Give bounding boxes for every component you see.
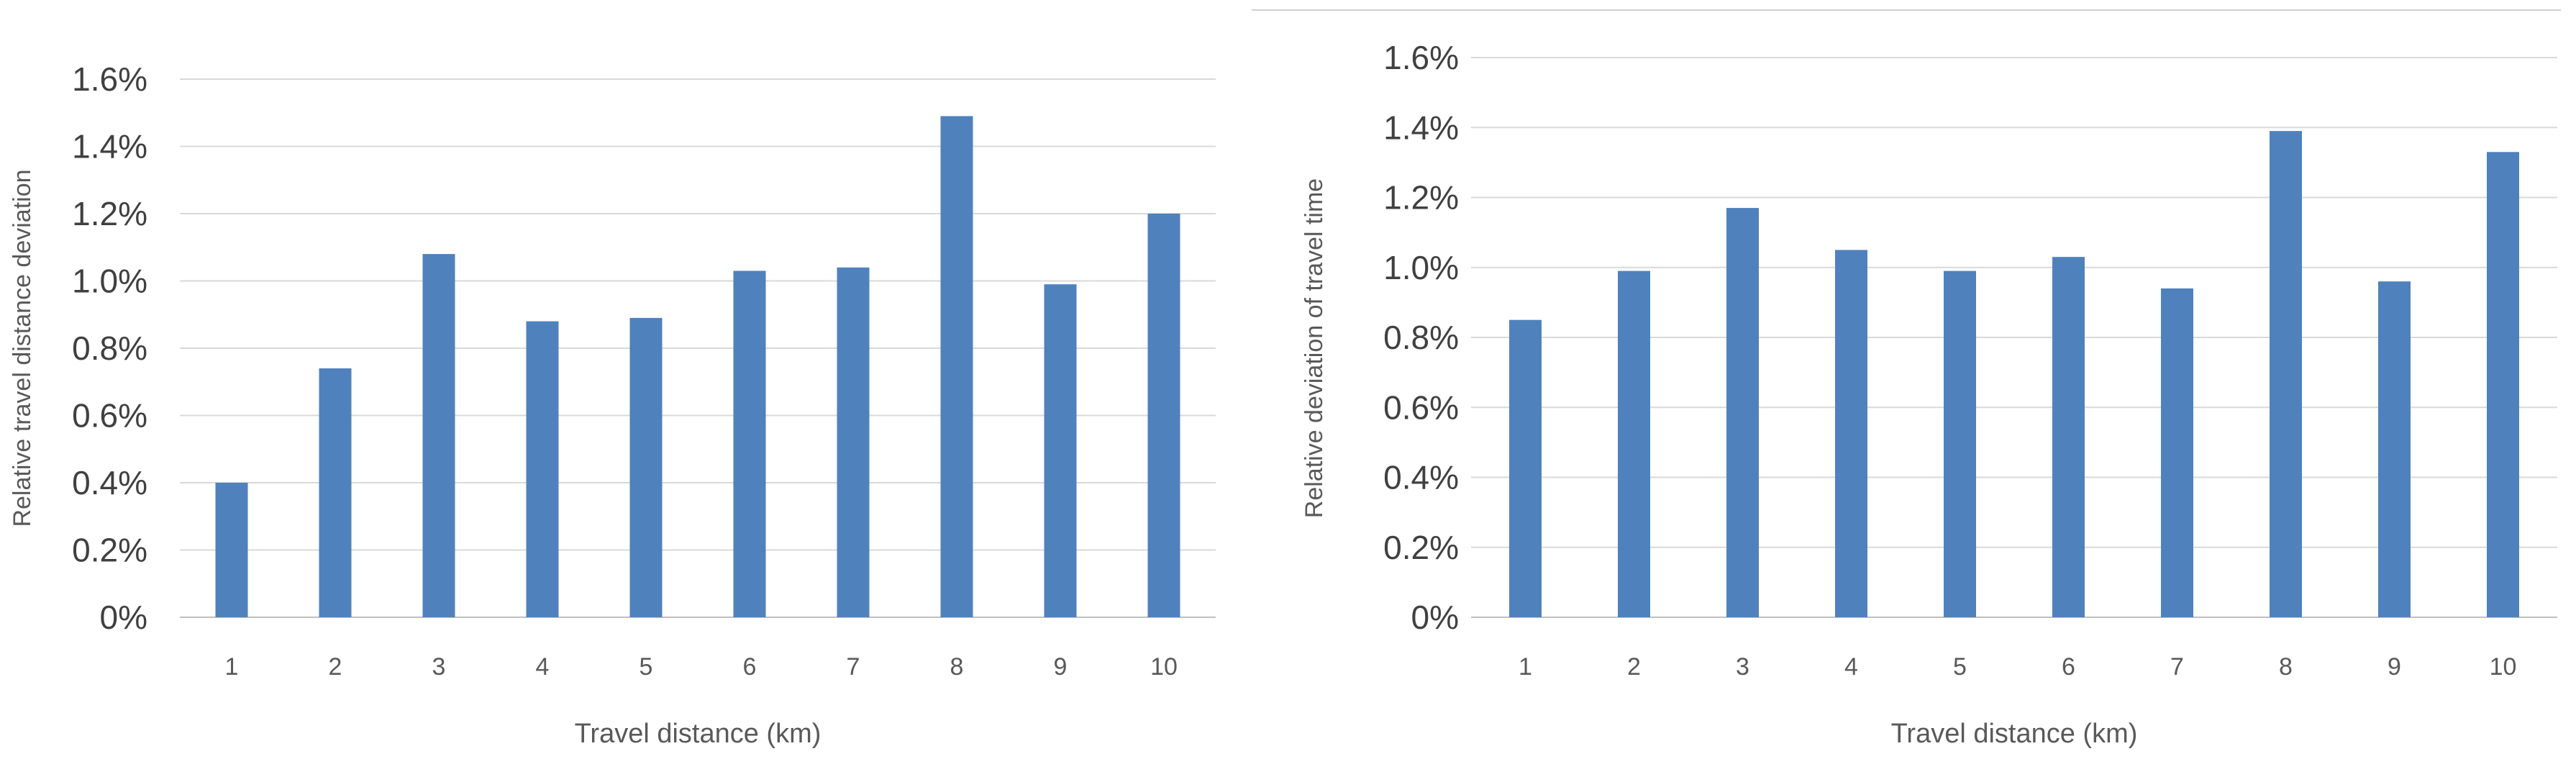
bar [1618, 270, 1650, 617]
x-tick-label: 10 [2490, 653, 2517, 681]
x-tick-label: 2 [1627, 653, 1641, 681]
x-tick-label: 1 [225, 653, 239, 681]
y-tick-label: 1.0% [72, 263, 147, 300]
bar [215, 483, 248, 617]
bar [2270, 131, 2302, 618]
x-tick-label: 10 [1150, 653, 1178, 681]
y-tick-label: 1.2% [72, 195, 147, 232]
chart-travel-distance-deviation: 0% 0.2% 0.4% 0.6% 0.8% 1.0% 1.2% 1.4% 1.6% 1 2 3 4 5 6… [9, 60, 1216, 749]
y-tick-label: 0% [1411, 599, 1459, 636]
y-tick-label: 0.2% [72, 532, 147, 569]
x-tick-label: 7 [2170, 653, 2184, 681]
y-tick-label: 1.4% [72, 128, 147, 165]
x-tick-label: 3 [1736, 653, 1749, 681]
y-tick-label: 0.8% [72, 329, 147, 367]
chart-travel-time-deviation: 0% 0.2% 0.4% 0.6% 0.8% 1.0% 1.2% 1.4% 1.6% 1 2 3 4 5 6… [1301, 39, 2557, 749]
x-tick-label: 5 [640, 653, 653, 681]
x-tick-label: 3 [432, 653, 446, 681]
bar [526, 321, 559, 617]
bar [1147, 214, 1180, 617]
x-axis-title: Travel distance (km) [1891, 719, 2138, 749]
bar [940, 116, 973, 618]
bar [733, 270, 766, 617]
y-tick-label: 0.4% [72, 464, 147, 501]
x-axis-title: Travel distance (km) [575, 719, 822, 749]
bar [629, 317, 663, 617]
y-tick-label: 1.2% [1383, 179, 1459, 217]
y-tick-label: 1.0% [1383, 249, 1459, 286]
y-tick-label: 0.4% [1383, 459, 1459, 496]
bar [1944, 270, 1976, 617]
x-tick-label: 8 [950, 653, 964, 681]
x-tick-label: 4 [536, 653, 550, 681]
x-tick-label: 6 [743, 653, 757, 681]
x-tick-label: 1 [1519, 653, 1532, 681]
bar [2052, 257, 2085, 617]
y-tick-label: 1.4% [1383, 109, 1459, 146]
y-tick-label: 0.6% [1383, 388, 1459, 426]
x-tick-label: 9 [2388, 653, 2401, 681]
y-tick-label: 0.2% [1383, 529, 1459, 566]
bar [1726, 208, 1759, 617]
y-axis-title: Relative travel distance deviation [9, 169, 36, 527]
bar [1044, 284, 1077, 617]
x-tick-label: 2 [329, 653, 342, 681]
y-tick-label: 0.8% [1383, 319, 1459, 356]
x-tick-label: 4 [1844, 653, 1858, 681]
bar [319, 368, 352, 617]
bar [2161, 288, 2193, 617]
y-tick-label: 0% [100, 599, 147, 636]
x-tick-label: 6 [2062, 653, 2075, 681]
bar [1509, 319, 1542, 617]
x-tick-label: 5 [1953, 653, 1967, 681]
y-tick-label: 1.6% [72, 60, 147, 98]
bar [2378, 281, 2411, 617]
bar [2487, 152, 2519, 618]
bar [837, 267, 870, 617]
bar [1835, 250, 1867, 617]
bar [422, 254, 455, 617]
y-axis-title: Relative deviation of travel time [1301, 178, 1328, 518]
x-tick-label: 9 [1054, 653, 1068, 681]
x-tick-label: 8 [2279, 653, 2293, 681]
y-tick-label: 1.6% [1383, 39, 1459, 76]
y-tick-label: 0.6% [72, 397, 147, 435]
x-tick-label: 7 [847, 653, 860, 681]
